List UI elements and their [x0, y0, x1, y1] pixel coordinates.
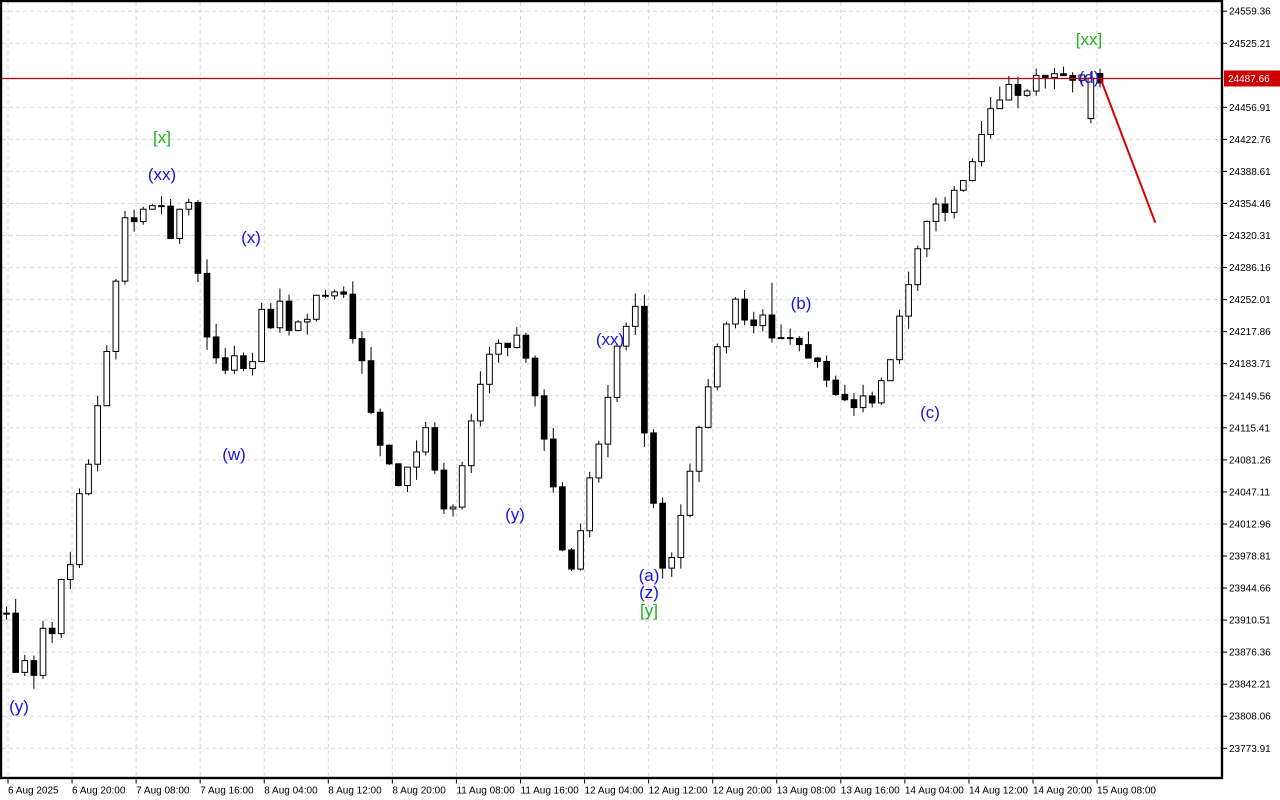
svg-text:14 Aug 20:00: 14 Aug 20:00 — [1033, 786, 1092, 797]
svg-text:[x]: [x] — [153, 128, 171, 147]
svg-text:(b): (b) — [791, 294, 812, 313]
svg-text:23773.91: 23773.91 — [1229, 744, 1271, 755]
svg-text:(xx): (xx) — [596, 330, 624, 349]
svg-text:24354.46: 24354.46 — [1229, 199, 1271, 210]
svg-text:7 Aug 08:00: 7 Aug 08:00 — [136, 786, 190, 797]
svg-text:15 Aug 08:00: 15 Aug 08:00 — [1097, 786, 1156, 797]
svg-text:24320.31: 24320.31 — [1229, 231, 1271, 242]
svg-text:12 Aug 12:00: 12 Aug 12:00 — [649, 786, 708, 797]
svg-text:13 Aug 16:00: 13 Aug 16:00 — [841, 786, 900, 797]
svg-text:24559.36: 24559.36 — [1229, 7, 1271, 18]
svg-text:24149.56: 24149.56 — [1229, 391, 1271, 402]
svg-text:11 Aug 16:00: 11 Aug 16:00 — [521, 786, 580, 797]
svg-text:6 Aug 20:00: 6 Aug 20:00 — [72, 786, 126, 797]
svg-text:[y]: [y] — [640, 601, 658, 620]
svg-text:23944.66: 23944.66 — [1229, 584, 1271, 595]
svg-text:24047.11: 24047.11 — [1229, 487, 1270, 498]
svg-text:8 Aug 20:00: 8 Aug 20:00 — [392, 786, 446, 797]
svg-text:24422.76: 24422.76 — [1229, 135, 1271, 146]
svg-text:(y): (y) — [9, 697, 29, 716]
svg-text:24286.16: 24286.16 — [1229, 263, 1271, 274]
svg-text:24487.66: 24487.66 — [1228, 74, 1270, 85]
svg-text:[xx]: [xx] — [1076, 30, 1102, 49]
svg-text:(x): (x) — [241, 228, 261, 247]
svg-text:(y): (y) — [505, 505, 525, 524]
svg-text:24456.91: 24456.91 — [1229, 103, 1271, 114]
svg-text:24081.26: 24081.26 — [1229, 455, 1271, 466]
svg-text:23910.51: 23910.51 — [1229, 616, 1271, 627]
svg-text:13 Aug 08:00: 13 Aug 08:00 — [777, 786, 836, 797]
svg-text:7 Aug 16:00: 7 Aug 16:00 — [200, 786, 254, 797]
svg-text:24012.96: 24012.96 — [1229, 519, 1271, 530]
svg-text:12 Aug 04:00: 12 Aug 04:00 — [585, 786, 644, 797]
svg-text:12 Aug 20:00: 12 Aug 20:00 — [713, 786, 772, 797]
svg-text:23978.81: 23978.81 — [1229, 551, 1271, 562]
svg-text:11 Aug 08:00: 11 Aug 08:00 — [456, 786, 515, 797]
svg-text:24252.01: 24252.01 — [1229, 295, 1271, 306]
svg-text:24217.86: 24217.86 — [1229, 327, 1271, 338]
svg-text:(c): (c) — [920, 403, 940, 422]
svg-text:23842.21: 23842.21 — [1229, 680, 1271, 691]
svg-text:6 Aug 2025: 6 Aug 2025 — [8, 786, 59, 797]
svg-text:24183.71: 24183.71 — [1229, 359, 1271, 370]
svg-text:24525.21: 24525.21 — [1229, 39, 1271, 50]
svg-text:24115.41: 24115.41 — [1229, 423, 1270, 434]
svg-text:(xx): (xx) — [148, 165, 176, 184]
svg-text:(d): (d) — [1079, 68, 1100, 87]
svg-text:14 Aug 04:00: 14 Aug 04:00 — [905, 786, 964, 797]
svg-text:8 Aug 04:00: 8 Aug 04:00 — [264, 786, 318, 797]
svg-text:14 Aug 12:00: 14 Aug 12:00 — [969, 786, 1028, 797]
svg-text:23808.06: 23808.06 — [1229, 712, 1271, 723]
svg-text:(w): (w) — [222, 445, 246, 464]
svg-text:8 Aug 12:00: 8 Aug 12:00 — [328, 786, 382, 797]
svg-text:24388.61: 24388.61 — [1229, 167, 1271, 178]
svg-text:23876.36: 23876.36 — [1229, 648, 1271, 659]
svg-text:(z): (z) — [639, 583, 659, 602]
